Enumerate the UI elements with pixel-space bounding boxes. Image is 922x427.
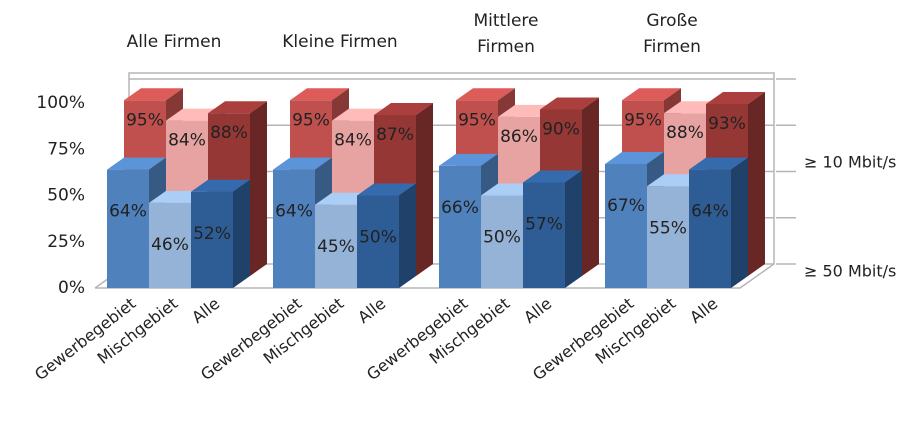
bar-top [208,101,267,114]
data-label: 95% [292,110,330,130]
bar-front [689,169,731,288]
data-label: 87% [376,125,414,145]
data-label: 50% [483,228,521,248]
x-tick-label: Alle [520,294,555,327]
data-label: 46% [151,235,189,255]
data-label: 93% [708,114,746,134]
group-title: Große [646,11,697,31]
data-label: 57% [525,215,563,235]
bar-top [374,103,433,116]
bar-front [523,182,565,288]
data-label: 88% [210,123,248,143]
bar-top [107,157,166,170]
y-tick-label: 0% [58,278,85,298]
bar-top [357,183,416,196]
bar-front [273,169,315,288]
legend-label: ≥ 50 Mbit/s [804,262,896,281]
data-label: 95% [126,110,164,130]
data-label: 64% [275,202,313,222]
bar-top [706,91,765,104]
x-tick-label: Alle [686,294,721,327]
bar-front [439,165,481,288]
bar-side [416,103,433,276]
bar [523,170,582,288]
group-title: Firmen [477,37,535,57]
bar-side [250,101,267,276]
bar-top [124,88,183,101]
bar-top [622,88,681,101]
bar-top [290,88,349,101]
bar-front [357,195,399,288]
y-tick-label: 75% [47,139,85,159]
legend-label: ≥ 10 Mbit/s [804,153,896,172]
data-label: 64% [691,202,729,222]
y-tick-label: 50% [47,186,85,206]
bar [357,183,416,288]
bar-side [233,179,250,288]
bar-top [540,97,599,110]
group-title: Firmen [643,37,701,57]
bar-side [565,170,582,288]
data-label: 67% [607,196,645,216]
data-label: 86% [500,127,538,147]
bar-side [582,97,599,276]
bar-top [456,88,515,101]
bar-top [523,170,582,183]
bar-side [748,91,765,276]
bar [191,179,250,288]
bar-front [647,186,689,288]
data-label: 84% [334,131,372,151]
x-tick-label: Alle [354,294,389,327]
group-title: Alle Firmen [127,32,222,52]
bar-side [731,157,748,288]
bar-front [149,202,191,288]
bar [689,157,748,288]
data-label: 64% [109,202,147,222]
bar-front [191,191,233,288]
bar-top [273,157,332,170]
data-label: 50% [359,228,397,248]
y-tick-label: 25% [47,232,85,252]
data-label: 90% [542,120,580,140]
data-label: 88% [666,123,704,143]
data-label: 95% [624,110,662,130]
bar-front [481,195,523,288]
data-label: 52% [193,224,231,244]
bar-side [399,183,416,288]
x-tick-label: Alle [188,294,223,327]
bar-top [605,152,664,165]
data-label: 66% [441,198,479,218]
bar-top [689,157,748,170]
bar-top [439,153,498,166]
data-label: 45% [317,237,355,257]
bar-front [107,169,149,288]
bar-front [315,204,357,288]
y-tick-label: 100% [36,93,85,113]
bar-front [605,164,647,288]
data-label: 95% [458,110,496,130]
group-title: Kleine Firmen [282,32,397,52]
bar-top [191,179,250,192]
group-title: Mittlere [474,11,539,31]
data-label: 55% [649,218,687,238]
data-label: 84% [168,131,206,151]
